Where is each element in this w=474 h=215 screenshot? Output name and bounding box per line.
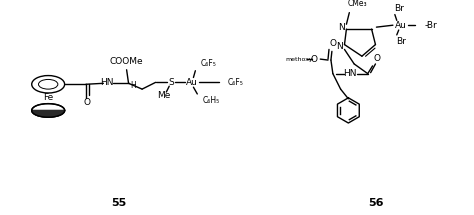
Text: COOMe: COOMe — [110, 57, 144, 66]
Text: 56: 56 — [368, 198, 383, 208]
Text: Au: Au — [185, 78, 198, 87]
Text: H: H — [130, 81, 136, 90]
Text: O: O — [329, 39, 337, 48]
Text: HN: HN — [344, 69, 357, 78]
Text: Br: Br — [394, 4, 404, 13]
Text: methoxy: methoxy — [285, 57, 313, 62]
Text: Fe: Fe — [43, 93, 53, 102]
Text: C₆F₅: C₆F₅ — [201, 59, 217, 68]
Text: Au: Au — [395, 21, 407, 30]
Polygon shape — [32, 111, 64, 117]
Text: C₆H₅: C₆H₅ — [202, 96, 219, 105]
Text: Br: Br — [396, 37, 406, 46]
Text: O: O — [311, 55, 318, 64]
Text: N: N — [336, 42, 343, 51]
Text: O: O — [84, 98, 91, 107]
Text: S: S — [168, 78, 174, 87]
Text: N: N — [338, 23, 345, 32]
Text: Me: Me — [157, 91, 170, 100]
Text: C₆F₅: C₆F₅ — [228, 78, 244, 87]
Text: HN: HN — [100, 78, 114, 87]
Text: O: O — [374, 54, 381, 63]
Text: 55: 55 — [111, 198, 127, 208]
Text: CMe₃: CMe₃ — [347, 0, 367, 8]
Text: -Br: -Br — [425, 21, 438, 30]
